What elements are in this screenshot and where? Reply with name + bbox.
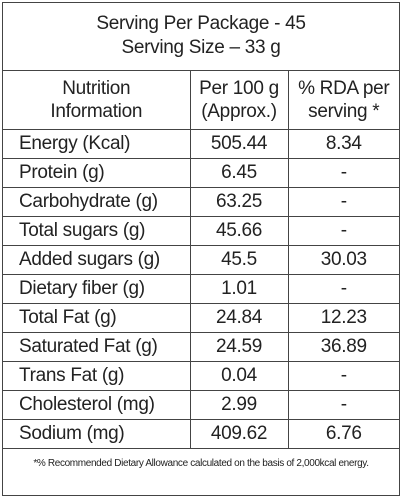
nutrition-table: Nutrition Information Per 100 g (Approx.)% … <box>3 71 399 449</box>
nutrient-row: Energy (Kcal) 505.44 8.34 <box>3 129 399 159</box>
column-header-line: Per 100 g <box>199 78 279 99</box>
column-header: % RDA per serving * <box>287 71 399 130</box>
rda-value: - <box>287 187 399 217</box>
servings-per-package: Serving Per Package - 45 <box>96 13 306 34</box>
per-100g-value: 45.5 <box>189 245 289 275</box>
rda-value: - <box>287 390 399 420</box>
column-header-line: % RDA per <box>298 78 390 99</box>
rda-value: - <box>287 274 399 304</box>
nutrient-name: Added sugars (g) <box>3 245 191 275</box>
rda-value: - <box>287 361 399 391</box>
table-head: Nutrition Information Per 100 g (Approx.)% … <box>3 71 399 130</box>
nutrient-row: Dietary fiber (g) 1.01- <box>3 274 399 304</box>
per-100g-value: 63.25 <box>189 187 289 217</box>
rda-value: 6.76 <box>287 419 399 449</box>
nutrient-row: Total Fat (g) 24.84 12.23 <box>3 303 399 333</box>
nutrient-name: Carbohydrate (g) <box>3 187 191 217</box>
nutrient-row: Sodium (mg) 409.62 6.76 <box>3 419 399 449</box>
nutrient-name: Trans Fat (g) <box>3 361 191 391</box>
nutrient-row: Carbohydrate (g) 63.25- <box>3 187 399 217</box>
per-100g-value: 45.66 <box>189 216 289 246</box>
nutrient-row: Trans Fat (g) 0.04- <box>3 361 399 391</box>
header-row: Nutrition Information Per 100 g (Approx.)% … <box>3 71 399 130</box>
nutrient-name: Total Fat (g) <box>3 303 191 333</box>
per-100g-value: 6.45 <box>189 158 289 188</box>
per-100g-value: 0.04 <box>189 361 289 391</box>
column-header: Nutrition Information <box>3 71 191 130</box>
per-100g-value: 1.01 <box>189 274 289 304</box>
rda-value: 8.34 <box>287 129 399 159</box>
serving-size: Serving Size – 33 g <box>121 37 281 58</box>
per-100g-value: 505.44 <box>189 129 289 159</box>
column-header-line: serving * <box>308 101 380 122</box>
column-header-line: (Approx.) <box>201 101 277 122</box>
per-100g-value: 409.62 <box>189 419 289 449</box>
rda-value: 12.23 <box>287 303 399 333</box>
column-header: Per 100 g (Approx.) <box>189 71 289 130</box>
rda-value: - <box>287 216 399 246</box>
column-header-line: Information <box>50 101 143 122</box>
nutrient-name: Cholesterol (mg) <box>3 390 191 420</box>
nutrient-row: Cholesterol (mg) 2.99- <box>3 390 399 420</box>
nutrient-name: Sodium (mg) <box>3 419 191 449</box>
nutrient-name: Dietary fiber (g) <box>3 274 191 304</box>
nutrient-name: Saturated Fat (g) <box>3 332 191 362</box>
footnote: *% Recommended Dietary Allowance calcula… <box>33 458 369 469</box>
nutrition-panel: Serving Per Package - 45 Serving Size – … <box>2 2 400 496</box>
table-body: Energy (Kcal) 505.44 8.34 Protein (g) 6.45- C… <box>3 129 399 449</box>
rda-value: - <box>287 158 399 188</box>
nutrient-row: Saturated Fat (g) 24.59 36.89 <box>3 332 399 362</box>
nutrient-row: Added sugars (g) 45.5 30.03 <box>3 245 399 275</box>
per-100g-value: 2.99 <box>189 390 289 420</box>
per-100g-value: 24.59 <box>189 332 289 362</box>
column-header-line: Nutrition <box>62 78 131 99</box>
nutrient-name: Energy (Kcal) <box>3 129 191 159</box>
nutrient-row: Total sugars (g) 45.66- <box>3 216 399 246</box>
serving-header: Serving Per Package - 45 Serving Size – … <box>3 3 399 71</box>
nutrient-name: Protein (g) <box>3 158 191 188</box>
per-100g-value: 24.84 <box>189 303 289 333</box>
rda-value: 30.03 <box>287 245 399 275</box>
nutrient-name: Total sugars (g) <box>3 216 191 246</box>
rda-value: 36.89 <box>287 332 399 362</box>
nutrient-row: Protein (g) 6.45- <box>3 158 399 188</box>
